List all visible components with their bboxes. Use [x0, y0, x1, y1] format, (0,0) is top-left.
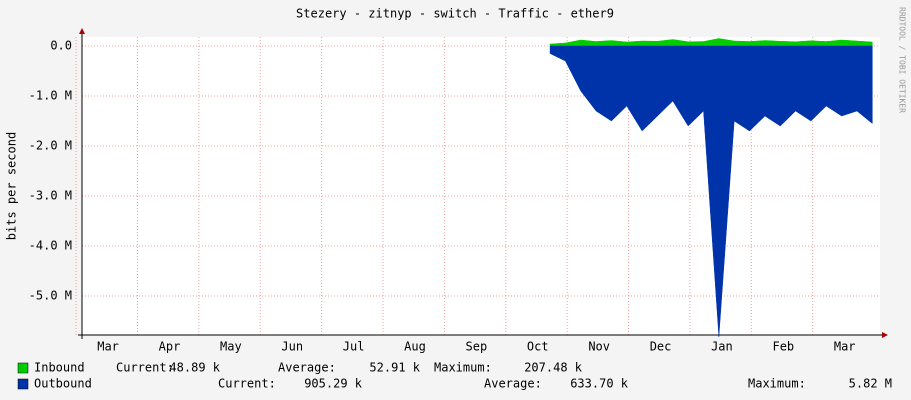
y-tick-label: 0.0 [50, 39, 72, 53]
area-0 [549, 38, 873, 47]
y-tick-label: -4.0 M [29, 239, 72, 253]
y-tick-label: -1.0 M [29, 89, 72, 103]
legend-stat-value: 48.89 k [169, 361, 220, 375]
x-tick-label: Mar [834, 340, 856, 354]
y-tick-label: -2.0 M [29, 139, 72, 153]
legend-stat-label: Current: [116, 361, 174, 375]
legend-stat-label: Average: [484, 377, 542, 391]
x-tick-label: Mar [97, 340, 119, 354]
x-tick-label: Aug [404, 340, 426, 354]
x-tick-label: May [220, 340, 242, 354]
legend-stat-value: 52.91 k [369, 361, 420, 375]
x-tick-label: Feb [772, 340, 794, 354]
legend-stat-value: 207.48 k [524, 361, 583, 375]
legend-stat-label: Maximum: [748, 377, 806, 391]
x-tick-label: Jan [711, 340, 733, 354]
y-tick-label: -3.0 M [29, 189, 72, 203]
legend-swatch [17, 378, 29, 390]
legend-stat-label: Average: [278, 361, 336, 375]
x-tick-label: Apr [159, 340, 181, 354]
legend-label: Outbound [34, 377, 92, 391]
chart-title: Stezery - zitnyp - switch - Traffic - et… [296, 7, 614, 21]
x-tick-label: Jun [281, 340, 303, 354]
y-tick-label: -5.0 M [29, 289, 72, 303]
area-1 [549, 45, 873, 338]
legend-stat-value: 5.82 M [849, 377, 892, 391]
x-tick-label: Oct [527, 340, 549, 354]
x-tick-label: Nov [588, 340, 610, 354]
y-arrow [79, 28, 85, 34]
legend-stat-label: Maximum: [434, 361, 492, 375]
legend-stat-value: 905.29 k [304, 377, 363, 391]
y-axis-label: bits per second [5, 132, 19, 240]
legend-swatch [17, 362, 29, 374]
x-tick-label: Jul [343, 340, 365, 354]
x-arrow [882, 332, 888, 338]
watermark: RRDTOOL / TOBI OETIKER [898, 7, 907, 113]
legend-label: Inbound [34, 361, 85, 375]
x-tick-label: Sep [466, 340, 488, 354]
x-tick-label: Dec [650, 340, 672, 354]
legend-stat-label: Current: [218, 377, 276, 391]
legend-stat-value: 633.70 k [570, 377, 629, 391]
